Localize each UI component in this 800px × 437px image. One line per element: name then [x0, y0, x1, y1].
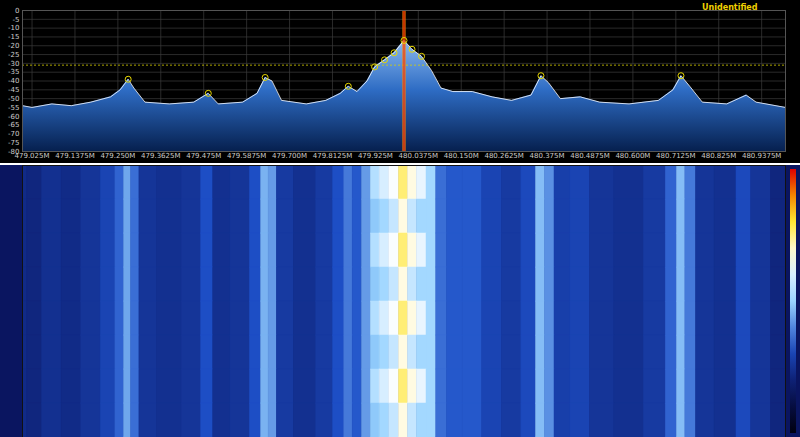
- svg-text:Unidentified: Unidentified: [702, 3, 758, 12]
- svg-text:-65: -65: [8, 121, 19, 129]
- svg-text:480.0375M: 480.0375M: [399, 152, 438, 160]
- svg-text:-45: -45: [8, 86, 19, 94]
- svg-text:0: 0: [15, 7, 19, 15]
- svg-text:479.250M: 479.250M: [100, 152, 135, 160]
- svg-text:479.475M: 479.475M: [186, 152, 221, 160]
- svg-text:-30: -30: [8, 60, 19, 68]
- svg-text:-25: -25: [8, 51, 19, 59]
- svg-text:-20: -20: [8, 42, 19, 50]
- svg-text:480.7125M: 480.7125M: [656, 152, 695, 160]
- svg-text:-55: -55: [8, 104, 19, 112]
- svg-text:479.3625M: 479.3625M: [141, 152, 180, 160]
- svg-text:479.8125M: 479.8125M: [313, 152, 352, 160]
- svg-text:-70: -70: [8, 130, 19, 138]
- svg-text:480.9375M: 480.9375M: [742, 152, 781, 160]
- svg-text:479.1375M: 479.1375M: [55, 152, 94, 160]
- svg-text:479.025M: 479.025M: [15, 152, 50, 160]
- svg-text:480.4875M: 480.4875M: [570, 152, 609, 160]
- svg-text:-10: -10: [8, 24, 19, 32]
- svg-text:-40: -40: [8, 77, 19, 85]
- svg-text:480.375M: 480.375M: [530, 152, 565, 160]
- svg-text:-5: -5: [13, 16, 20, 24]
- svg-text:479.925M: 479.925M: [358, 152, 393, 160]
- svg-text:480.2625M: 480.2625M: [484, 152, 523, 160]
- svg-text:480.150M: 480.150M: [444, 152, 479, 160]
- svg-text:-80: -80: [8, 148, 19, 156]
- svg-text:479.5875M: 479.5875M: [227, 152, 266, 160]
- svg-text:480.600M: 480.600M: [615, 152, 650, 160]
- svg-text:-75: -75: [8, 139, 19, 147]
- svg-text:-15: -15: [8, 33, 19, 41]
- svg-text:-60: -60: [8, 112, 19, 120]
- svg-text:-35: -35: [8, 68, 19, 76]
- svg-text:-50: -50: [8, 95, 19, 103]
- svg-text:480.825M: 480.825M: [701, 152, 736, 160]
- svg-text:479.700M: 479.700M: [272, 152, 307, 160]
